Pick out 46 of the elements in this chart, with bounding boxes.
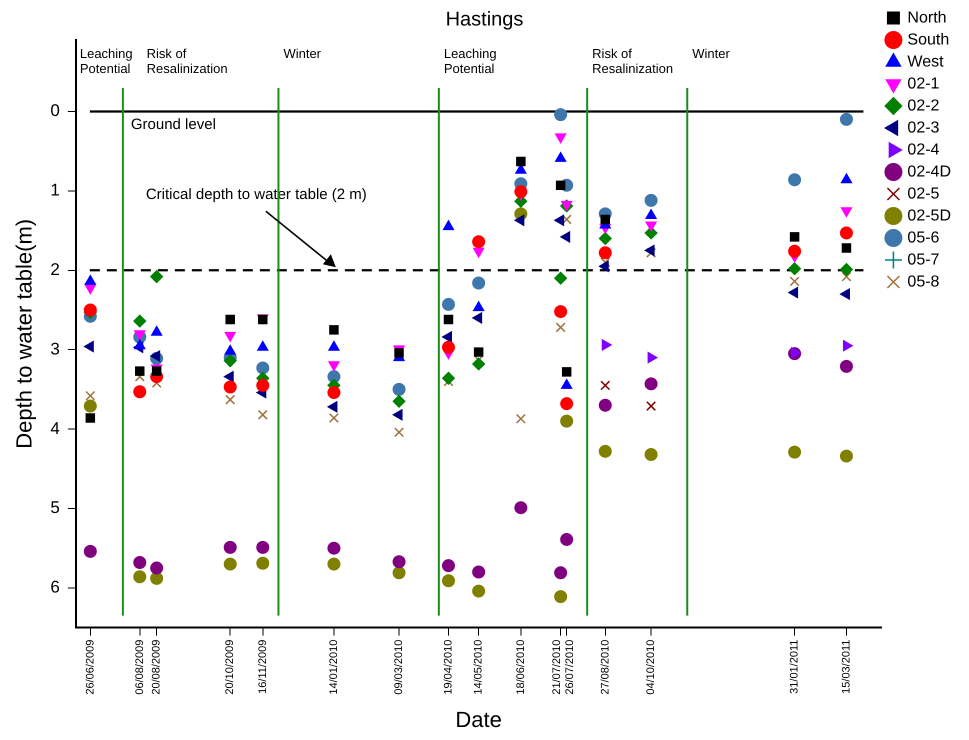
x-tick-label: 26/06/2009 [84, 640, 96, 695]
legend-label: 02-2 [907, 97, 940, 114]
x-tick-label: 14/01/2010 [328, 640, 340, 695]
legend-label: 02-5D [907, 207, 951, 224]
legend-label: North [907, 9, 947, 26]
x-tick-label: 20/08/2009 [150, 640, 163, 695]
y-tick-label: 2 [50, 260, 60, 279]
legend-label: 02-4 [907, 141, 940, 158]
x-tick-label: 15/03/2011 [840, 640, 852, 694]
x-tick-label: 19/04/2010 [442, 640, 455, 695]
y-tick-label: 5 [50, 498, 60, 518]
ref-line-label: Ground level [130, 116, 216, 134]
x-tick-label: 16/11/2009 [256, 640, 269, 694]
legend-label: West [907, 53, 944, 70]
legend-label: 02-1 [907, 75, 940, 92]
y-tick-label: 1 [50, 180, 60, 200]
ref-line-label: Winter [283, 46, 322, 62]
y-axis-title: Depth to water table(m) [11, 218, 36, 449]
y-tick-label: 6 [50, 578, 60, 597]
x-axis-title: Date [455, 706, 502, 732]
x-tick-label: 14/05/2010 [472, 640, 485, 695]
x-tick-label: 21/07/2010 [551, 640, 564, 695]
x-tick-label: 27/08/2010 [599, 640, 612, 695]
x-tick-label: 18/06/2010 [514, 640, 527, 695]
ref-line-label: Winter [692, 46, 730, 62]
legend-label: 02-5 [907, 185, 940, 202]
ref-line-label: Risk of Resalinization [146, 46, 228, 76]
legend-label: 02-4D [907, 163, 951, 180]
legend-label: 02-3 [907, 119, 940, 136]
ref-line-label: Risk of Resalinization [592, 46, 674, 76]
x-tick-label: 06/08/2009 [134, 640, 146, 695]
y-tick-label: 3 [50, 339, 60, 358]
legend-label: South [907, 31, 950, 48]
chart-title: Hastings [446, 8, 524, 31]
x-tick-label: 04/10/2010 [645, 640, 658, 695]
legend-label: 05-6 [907, 229, 940, 246]
y-tick-label: 0 [50, 101, 60, 120]
x-tick-label: 20/10/2009 [224, 640, 236, 695]
legend-label: 05-7 [907, 251, 940, 268]
ref-line-label: Leaching Potential [444, 46, 497, 76]
annotation: Leaching Potential [80, 46, 133, 76]
y-tick-label: 4 [50, 418, 60, 438]
legend-label: 05-8 [907, 273, 940, 290]
x-tick-label: 26/07/2010 [564, 640, 576, 695]
x-tick-label: 31/01/2011 [788, 640, 801, 694]
x-tick-label: 09/03/2010 [393, 640, 406, 695]
